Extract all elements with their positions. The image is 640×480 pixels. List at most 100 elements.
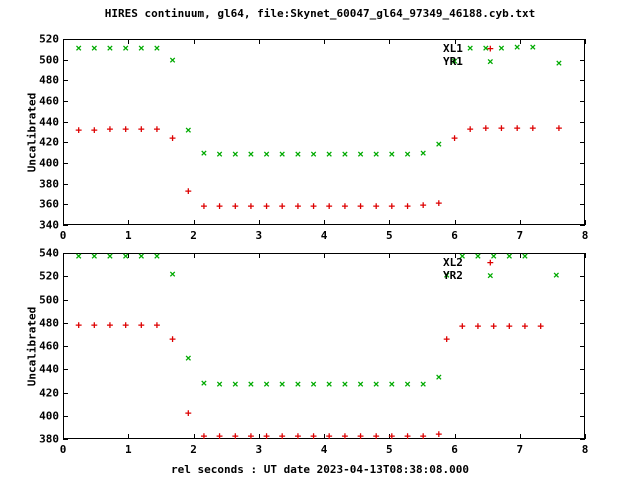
x-tick-bottom xyxy=(585,434,586,439)
cross-marker-icon: × xyxy=(490,249,497,263)
plus-marker-icon: + xyxy=(184,184,192,198)
cross-marker-icon: × xyxy=(357,147,364,161)
x-tick-top xyxy=(519,39,521,44)
plus-marker-icon: + xyxy=(216,429,223,442)
cross-marker-icon: × xyxy=(200,376,208,390)
legend-plus-marker-icon: + xyxy=(487,42,494,55)
cross-marker-icon: × xyxy=(153,249,161,263)
plus-marker-icon: + xyxy=(200,429,208,442)
cross-marker-icon: × xyxy=(91,41,98,55)
x-tick-label: 0 xyxy=(59,443,67,456)
x-tick-top xyxy=(63,253,64,258)
x-tick-bottom xyxy=(258,434,260,439)
x-tick-bottom xyxy=(128,220,130,225)
cross-marker-icon: × xyxy=(106,249,114,263)
cross-marker-icon: × xyxy=(122,249,129,263)
x-tick-top xyxy=(63,39,64,44)
y-tick-left xyxy=(63,299,68,301)
y-tick-right xyxy=(580,415,585,417)
y-tick-left xyxy=(63,346,68,347)
y-tick-right xyxy=(580,322,585,324)
cross-marker-icon: × xyxy=(513,40,521,54)
y-tick-right xyxy=(580,121,585,123)
cross-marker-icon: × xyxy=(521,249,529,263)
plus-marker-icon: + xyxy=(247,429,255,442)
cross-marker-icon: × xyxy=(482,41,490,55)
cross-marker-icon: × xyxy=(184,123,192,137)
y-tick-label: 420 xyxy=(39,135,59,149)
plus-marker-icon: + xyxy=(137,318,145,332)
y-tick-left xyxy=(63,253,68,254)
plus-marker-icon: + xyxy=(231,199,239,213)
cross-marker-icon: × xyxy=(75,249,82,263)
cross-marker-icon: × xyxy=(372,147,380,161)
y-tick-right xyxy=(580,276,585,278)
x-tick-bottom xyxy=(193,220,195,225)
cross-marker-icon: × xyxy=(294,147,302,161)
cross-marker-icon: × xyxy=(122,41,129,55)
x-tick-bottom xyxy=(519,434,521,439)
plus-marker-icon: + xyxy=(310,199,317,213)
x-tick-bottom xyxy=(454,434,456,439)
cross-marker-icon: × xyxy=(216,377,223,391)
x-tick-label: 5 xyxy=(385,229,393,242)
plus-marker-icon: + xyxy=(357,429,364,442)
x-tick-top xyxy=(128,39,130,44)
cross-marker-icon: × xyxy=(310,147,317,161)
cross-marker-icon: × xyxy=(231,377,239,391)
y-tick-left xyxy=(63,101,68,102)
x-tick-top xyxy=(193,253,195,258)
plus-marker-icon: + xyxy=(388,429,396,442)
y-tick-label: 480 xyxy=(39,316,59,330)
y-tick-label: 380 xyxy=(39,432,59,446)
plus-marker-icon: + xyxy=(263,199,270,213)
plus-marker-icon: + xyxy=(310,429,317,442)
x-tick-top xyxy=(258,39,260,44)
plus-marker-icon: + xyxy=(419,429,427,442)
plus-marker-icon: + xyxy=(184,406,192,420)
cross-marker-icon: × xyxy=(388,147,396,161)
y-tick-right xyxy=(580,253,585,254)
x-tick-label: 2 xyxy=(190,443,197,456)
cross-marker-icon: × xyxy=(278,147,286,161)
y-tick-label: 500 xyxy=(39,53,59,67)
plus-marker-icon: + xyxy=(122,122,129,136)
x-tick-top xyxy=(454,253,456,258)
plus-marker-icon: + xyxy=(247,199,255,213)
cross-marker-icon: × xyxy=(498,41,505,55)
cross-marker-icon: × xyxy=(106,41,114,55)
y-tick-label: 400 xyxy=(39,156,59,170)
x-tick-top xyxy=(389,253,391,258)
x-tick-label: 6 xyxy=(451,443,458,456)
plus-marker-icon: + xyxy=(75,123,82,137)
plus-marker-icon: + xyxy=(216,199,223,213)
x-tick-bottom xyxy=(193,434,195,439)
y-tick-left xyxy=(63,59,68,61)
plus-marker-icon: + xyxy=(490,319,497,333)
y-tick-left xyxy=(63,322,68,324)
x-tick-top xyxy=(324,39,325,44)
x-tick-top xyxy=(389,39,391,44)
x-tick-top xyxy=(585,253,586,258)
plus-marker-icon: + xyxy=(231,429,239,442)
panel-bottom-ylabel: Uncalibrated xyxy=(25,306,39,387)
x-tick-label: 4 xyxy=(320,229,328,242)
x-tick-label: 7 xyxy=(516,443,524,456)
cross-marker-icon: × xyxy=(278,377,286,391)
y-tick-right xyxy=(580,225,585,226)
y-tick-left xyxy=(63,142,68,144)
y-tick-label: 540 xyxy=(39,246,59,260)
plus-marker-icon: + xyxy=(341,199,349,213)
y-tick-left xyxy=(63,392,68,394)
y-tick-right xyxy=(580,163,585,164)
x-tick-top xyxy=(258,253,260,258)
plus-marker-icon: + xyxy=(404,199,411,213)
cross-marker-icon: × xyxy=(466,41,474,55)
cross-marker-icon: × xyxy=(247,147,255,161)
legend-plus-marker-icon: + xyxy=(487,256,494,269)
cross-marker-icon: × xyxy=(200,146,208,160)
legend-label: YR1 xyxy=(443,55,463,68)
y-tick-label: 360 xyxy=(39,197,59,211)
plus-marker-icon: + xyxy=(443,332,450,346)
